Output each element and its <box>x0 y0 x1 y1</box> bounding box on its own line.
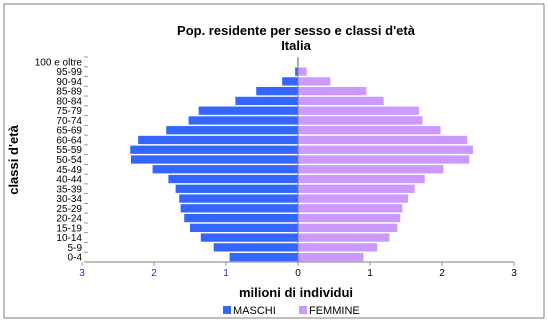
legend-label-maschi: MASCHI <box>233 305 276 317</box>
y-tick-label: 70-74 <box>56 116 82 127</box>
bar-femmine-60-64 <box>298 135 468 145</box>
bar-maschi-55-59 <box>130 145 298 154</box>
bar-femmine-45-49 <box>298 165 444 174</box>
bar-femmine-15-19 <box>298 223 398 232</box>
y-tick-label: 5-9 <box>68 243 83 254</box>
y-tick-label: 50-54 <box>56 155 82 166</box>
y-tick-label: 60-64 <box>56 135 82 146</box>
y-tick-label: 85-89 <box>56 87 82 98</box>
y-tick-label: 35-39 <box>56 184 82 195</box>
y-tick-label: 40-44 <box>56 175 82 186</box>
bar-femmine-55-59 <box>298 145 473 154</box>
y-axis-label: classi d'età <box>6 124 21 194</box>
y-tick-label: 80-84 <box>56 96 82 107</box>
x-tick-labels: 3 2 1 0 1 2 3 <box>79 262 517 279</box>
y-tick-label: 95-99 <box>56 67 82 78</box>
bar-femmine-10-14 <box>298 233 390 242</box>
x-tick-label: 2 <box>439 268 445 279</box>
bar-femmine-40-44 <box>298 174 425 184</box>
bar-maschi-45-49 <box>152 165 298 174</box>
bar-femmine-95-99 <box>298 67 307 76</box>
x-axis-label: milioni di individui <box>239 285 353 300</box>
bar-femmine-5-9 <box>298 243 378 252</box>
y-tick-label: 25-29 <box>56 204 82 215</box>
bar-femmine-75-79 <box>298 106 419 115</box>
legend: MASCHI FEMMINE <box>223 305 360 317</box>
bar-maschi-20-24 <box>184 213 298 223</box>
bar-maschi-90-94 <box>282 77 298 86</box>
bar-maschi-85-89 <box>256 87 298 96</box>
x-tick-label: 1 <box>223 268 229 279</box>
y-tick-labels: 0-45-910-1415-1920-2425-2930-3435-3940-4… <box>35 56 88 264</box>
bar-femmine-70-74 <box>298 116 423 125</box>
bar-femmine-85-89 <box>298 87 367 96</box>
y-tick-label: 75-79 <box>56 106 82 117</box>
x-tick-label: 2 <box>151 268 157 279</box>
bar-femmine-90-94 <box>298 77 331 86</box>
x-tick-label: 0 <box>295 268 301 279</box>
bar-maschi-25-29 <box>180 204 298 213</box>
legend-swatch-maschi <box>223 306 231 314</box>
bar-femmine-25-29 <box>298 204 403 213</box>
bar-maschi-10-14 <box>200 233 298 242</box>
legend-label-femmine: FEMMINE <box>309 305 360 317</box>
y-tick-label: 0-4 <box>68 253 83 264</box>
bar-maschi-30-34 <box>179 194 298 203</box>
legend-swatch-femmine <box>299 306 307 314</box>
y-tick-label: 100 e oltre <box>35 57 83 68</box>
bar-femmine-20-24 <box>298 213 401 223</box>
bar-maschi-40-44 <box>168 174 298 184</box>
y-tick-label: 55-59 <box>56 145 82 156</box>
bar-femmine-0-4 <box>298 252 364 262</box>
bar-maschi-35-39 <box>175 184 298 193</box>
bar-maschi-50-54 <box>130 155 298 164</box>
x-tick-label: 3 <box>79 268 85 279</box>
bar-femmine-80-84 <box>298 96 384 106</box>
y-tick-label: 20-24 <box>56 214 82 225</box>
x-tick-label: 3 <box>511 268 517 279</box>
bar-maschi-95-99 <box>295 67 298 76</box>
chart-title: Pop. residente per sesso e classi d'età <box>177 23 416 38</box>
bar-maschi-5-9 <box>213 243 298 252</box>
bar-maschi-70-74 <box>188 116 298 125</box>
y-tick-label: 15-19 <box>56 223 82 234</box>
bar-femmine-30-34 <box>298 194 409 203</box>
bar-femmine-65-69 <box>298 126 441 135</box>
bar-maschi-0-4 <box>229 252 298 262</box>
x-tick-label: 1 <box>367 268 373 279</box>
bar-femmine-50-54 <box>298 155 470 164</box>
y-tick-label: 65-69 <box>56 126 82 137</box>
bar-maschi-15-19 <box>190 223 298 232</box>
bar-maschi-60-64 <box>138 135 298 145</box>
y-tick-label: 10-14 <box>56 233 82 244</box>
bar-maschi-65-69 <box>166 126 298 135</box>
bar-maschi-80-84 <box>235 96 298 106</box>
y-tick-label: 30-34 <box>56 194 82 205</box>
bar-maschi-75-79 <box>198 106 298 115</box>
y-tick-label: 45-49 <box>56 165 82 176</box>
bars-group <box>130 57 473 262</box>
chart-subtitle: Italia <box>281 38 311 53</box>
bar-femmine-35-39 <box>298 184 415 193</box>
y-tick-label: 90-94 <box>56 77 82 88</box>
